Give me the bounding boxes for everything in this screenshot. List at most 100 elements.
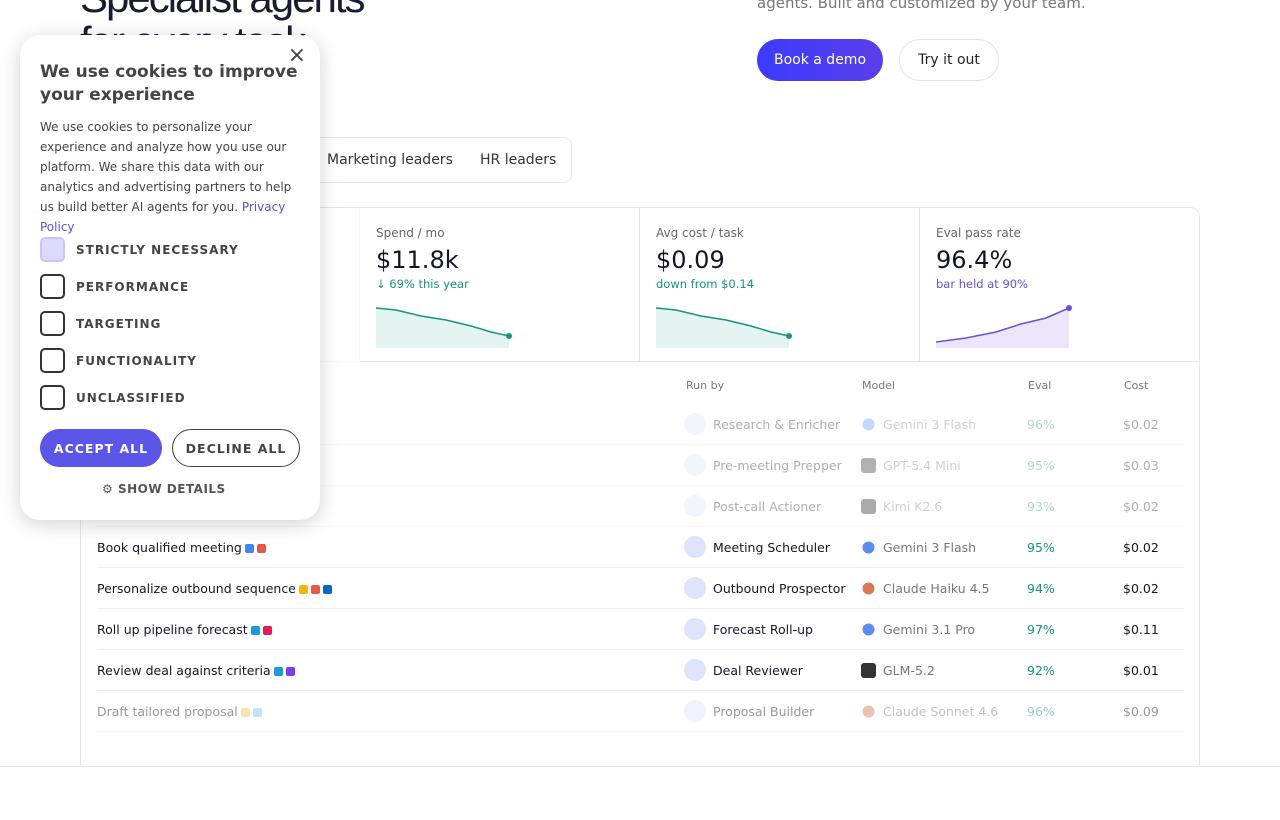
- decline-button[interactable]: DECLINE ALL: [172, 429, 300, 467]
- agent-name: Outbound Prospector: [713, 581, 846, 596]
- app-icon: [252, 708, 262, 717]
- stat-card: Eval pass rate 96.4% bar held at 90%: [920, 208, 1200, 362]
- model-name: Gemini 3 Flash: [883, 540, 977, 555]
- app-icon: [244, 544, 254, 553]
- app-icon: [310, 585, 320, 594]
- app-icon: [273, 667, 283, 676]
- table-row[interactable]: Roll up pipeline forecast Forecast Roll-u…: [97, 609, 1184, 650]
- stat-value: $0.09: [656, 246, 725, 274]
- checkbox: [40, 385, 65, 410]
- model-icon: [861, 663, 876, 678]
- task-cost: $0.01: [1123, 663, 1159, 678]
- accept-button[interactable]: ACCEPT ALL: [40, 429, 162, 467]
- table-row[interactable]: Book qualified meeting Meeting Scheduler G…: [97, 527, 1184, 568]
- eval-score: 97%: [1027, 622, 1055, 637]
- task-name: Review deal against criteria: [97, 663, 295, 678]
- model-name: GLM-5.2: [883, 663, 935, 678]
- agent-name: Proposal Builder: [713, 704, 815, 719]
- table-row[interactable]: Draft tailored proposal Proposal Builder C…: [97, 691, 1184, 732]
- task-cost: $0.02: [1123, 499, 1159, 514]
- sparkline: [936, 305, 1072, 348]
- task-cost: $0.02: [1123, 540, 1159, 555]
- model-icon: [861, 458, 876, 473]
- tab[interactable]: HR leaders: [480, 152, 557, 168]
- app-icon: [250, 626, 260, 635]
- book-demo-button[interactable]: Book a demo: [757, 39, 883, 81]
- cookie-option[interactable]: FUNCTIONALITY: [40, 348, 300, 374]
- option-label: TARGETING: [76, 317, 162, 331]
- agent-avatar: [684, 618, 706, 640]
- agent-avatar: [684, 577, 706, 599]
- sparkline: [376, 307, 512, 348]
- stat-note: ↓ 69% this year: [376, 277, 469, 291]
- hero-subtitle: agents. Built and customized by your tea…: [757, 0, 1086, 12]
- stat-label: Eval pass rate: [936, 226, 1021, 240]
- model-name: Gemini 3.1 Pro: [883, 622, 976, 637]
- agent-avatar: [684, 413, 706, 435]
- task-name: Book qualified meeting: [97, 540, 266, 555]
- stat-card: Avg cost / task $0.09 down from $0.14: [640, 208, 920, 362]
- eval-score: 96%: [1027, 417, 1055, 432]
- cookie-text: We use cookies to personalize your exper…: [40, 120, 292, 214]
- agent-name: Forecast Roll-up: [713, 622, 813, 637]
- app-icon: [240, 708, 250, 717]
- close-button[interactable]: ×: [287, 43, 306, 68]
- privacy-link[interactable]: Privacy Policy: [40, 200, 286, 234]
- cookie-option[interactable]: TARGETING: [40, 311, 300, 337]
- checkbox: [40, 274, 65, 299]
- column-header: Model: [862, 379, 896, 392]
- agent-avatar: [684, 454, 706, 476]
- agent-avatar: [684, 536, 706, 558]
- model-icon: [862, 623, 875, 636]
- model-name: Kimi K2.6: [883, 499, 943, 514]
- try-button[interactable]: Try it out: [899, 39, 999, 81]
- hero-title: Specialist agents: [80, 0, 366, 22]
- sparkline: [656, 307, 792, 348]
- model-name: Claude Haiku 4.5: [883, 581, 990, 596]
- stat-label: Avg cost / task: [656, 226, 744, 240]
- task-name: Roll up pipeline forecast: [97, 622, 272, 637]
- cookie-option[interactable]: UNCLASSIFIED: [40, 385, 300, 411]
- table-row[interactable]: Review deal against criteria Deal Reviewe…: [97, 650, 1184, 691]
- model-icon: [862, 705, 875, 718]
- model-icon: [862, 582, 875, 595]
- model-icon: [862, 418, 875, 431]
- stat-value: 96.4%: [936, 246, 1013, 274]
- task-cost: $0.03: [1123, 458, 1159, 473]
- agent-name: Post-call Actioner: [713, 499, 822, 514]
- stat-value: $11.8k: [376, 246, 459, 274]
- task-cost: $0.09: [1123, 704, 1159, 719]
- eval-score: 96%: [1027, 704, 1055, 719]
- cookie-option[interactable]: STRICTLY NECESSARY: [40, 237, 300, 263]
- tab[interactable]: Marketing leaders: [327, 152, 453, 168]
- eval-score: 93%: [1027, 499, 1055, 514]
- eval-score: 94%: [1027, 581, 1055, 596]
- option-label: FUNCTIONALITY: [76, 354, 197, 368]
- eval-score: 92%: [1027, 663, 1055, 678]
- stat-note: down from $0.14: [656, 277, 755, 291]
- task-name: Draft tailored proposal: [97, 704, 262, 719]
- cookie-title: We use cookies to improve your experienc…: [40, 62, 298, 105]
- agent-name: Deal Reviewer: [713, 663, 803, 678]
- option-label: UNCLASSIFIED: [76, 391, 186, 405]
- task-cost: $0.02: [1123, 417, 1159, 432]
- agent-name: Research & Enricher: [713, 417, 841, 432]
- option-label: PERFORMANCE: [76, 280, 190, 294]
- stat-label: Spend / mo: [376, 226, 445, 240]
- checkbox: [40, 311, 65, 336]
- cookie-option[interactable]: PERFORMANCE: [40, 274, 300, 300]
- eval-score: 95%: [1027, 458, 1055, 473]
- column-header: Eval: [1028, 379, 1052, 392]
- agent-avatar: [684, 700, 706, 722]
- agents-panel: Tasks run / mo1.24MSpend / mo$11.8k↓ 69%…: [80, 207, 1200, 767]
- stat-card: Spend / mo $11.8k ↓ 69% this year: [360, 208, 640, 362]
- show-details[interactable]: ⚙ SHOW DETAILS: [102, 482, 226, 496]
- app-icon: [322, 585, 332, 594]
- column-header: Cost: [1124, 379, 1149, 392]
- checkbox: [40, 237, 65, 262]
- agent-avatar: [684, 659, 706, 681]
- table-row[interactable]: Personalize outbound sequence Outbound Pr…: [97, 568, 1184, 609]
- stat-note: bar held at 90%: [936, 277, 1029, 291]
- model-name: GPT-5.4 Mini: [883, 458, 961, 473]
- show-details-text: SHOW DETAILS: [117, 482, 226, 496]
